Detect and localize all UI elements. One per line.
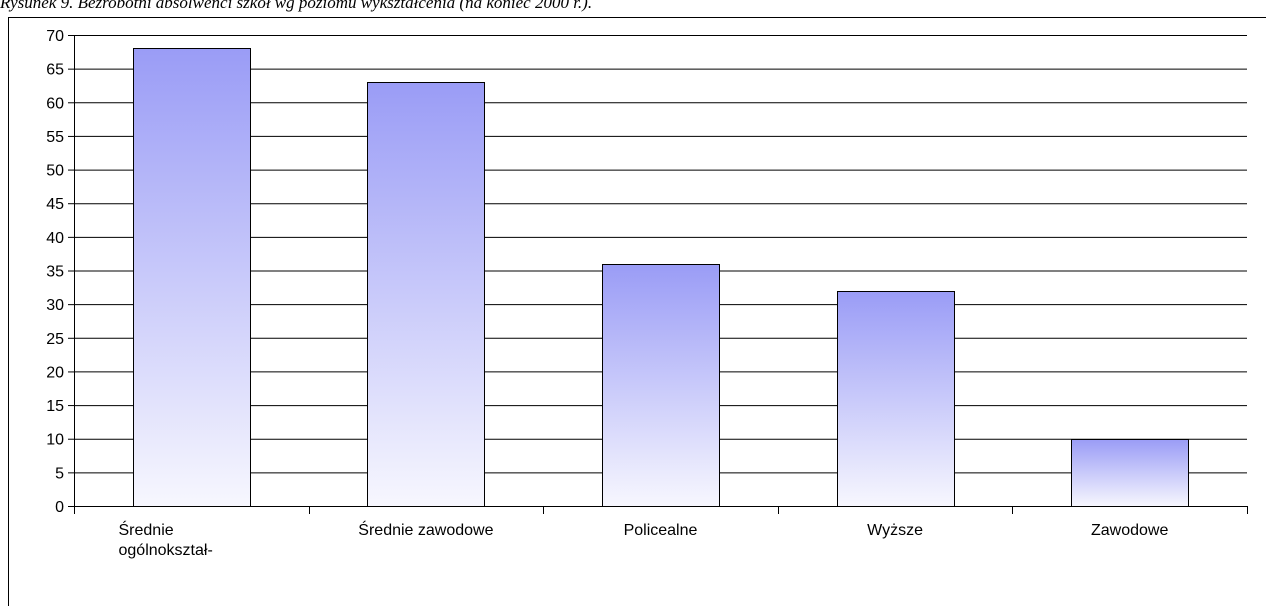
x-tick-label: Średnie zawodowe xyxy=(358,520,493,539)
y-tick-label: 70 xyxy=(46,28,64,45)
bar xyxy=(367,82,485,507)
y-tick-label: 15 xyxy=(46,398,64,415)
x-tick-label: Średnie ogólnokształ- xyxy=(119,520,213,559)
bar xyxy=(837,291,955,507)
bar xyxy=(1071,439,1189,507)
axes xyxy=(74,35,1248,514)
y-tick-label: 25 xyxy=(46,331,64,348)
y-tick-label: 0 xyxy=(55,499,64,516)
y-axis-ticks: 0 5 10 15 20 25 30 35 40 45 50 55 60 65 70 xyxy=(46,28,74,516)
bar xyxy=(602,264,720,507)
y-tick-label: 5 xyxy=(55,465,64,482)
y-tick-label: 60 xyxy=(46,95,64,112)
y-tick-label: 50 xyxy=(46,163,64,180)
x-tick-label: Policealne xyxy=(624,522,698,539)
y-tick-label: 40 xyxy=(46,230,64,247)
bar-chart: 0 5 10 15 20 25 30 35 40 45 50 55 60 65 70 Średnie ogól… xyxy=(46,28,1248,559)
y-tick-label: 10 xyxy=(46,432,64,449)
chart-frame: 0 5 10 15 20 25 30 35 40 45 50 55 60 65 70 Średnie ogól… xyxy=(8,17,1266,606)
x-tick-label: Wyższe xyxy=(867,522,923,539)
bar xyxy=(133,48,251,507)
y-tick-label: 65 xyxy=(46,62,64,79)
y-tick-label: 30 xyxy=(46,297,64,314)
bars xyxy=(133,48,1189,507)
x-axis-labels: Średnie ogólnokształ- Średnie zawodowe Poli… xyxy=(119,520,1169,559)
y-tick-label: 55 xyxy=(46,129,64,146)
figure-caption: Rysunek 9. Bezrobotni absolwenci szkół w… xyxy=(0,0,593,12)
y-tick-label: 20 xyxy=(46,364,64,381)
x-tick-label: Zawodowe xyxy=(1091,522,1168,539)
y-tick-label: 45 xyxy=(46,196,64,213)
y-tick-label: 35 xyxy=(46,264,64,281)
